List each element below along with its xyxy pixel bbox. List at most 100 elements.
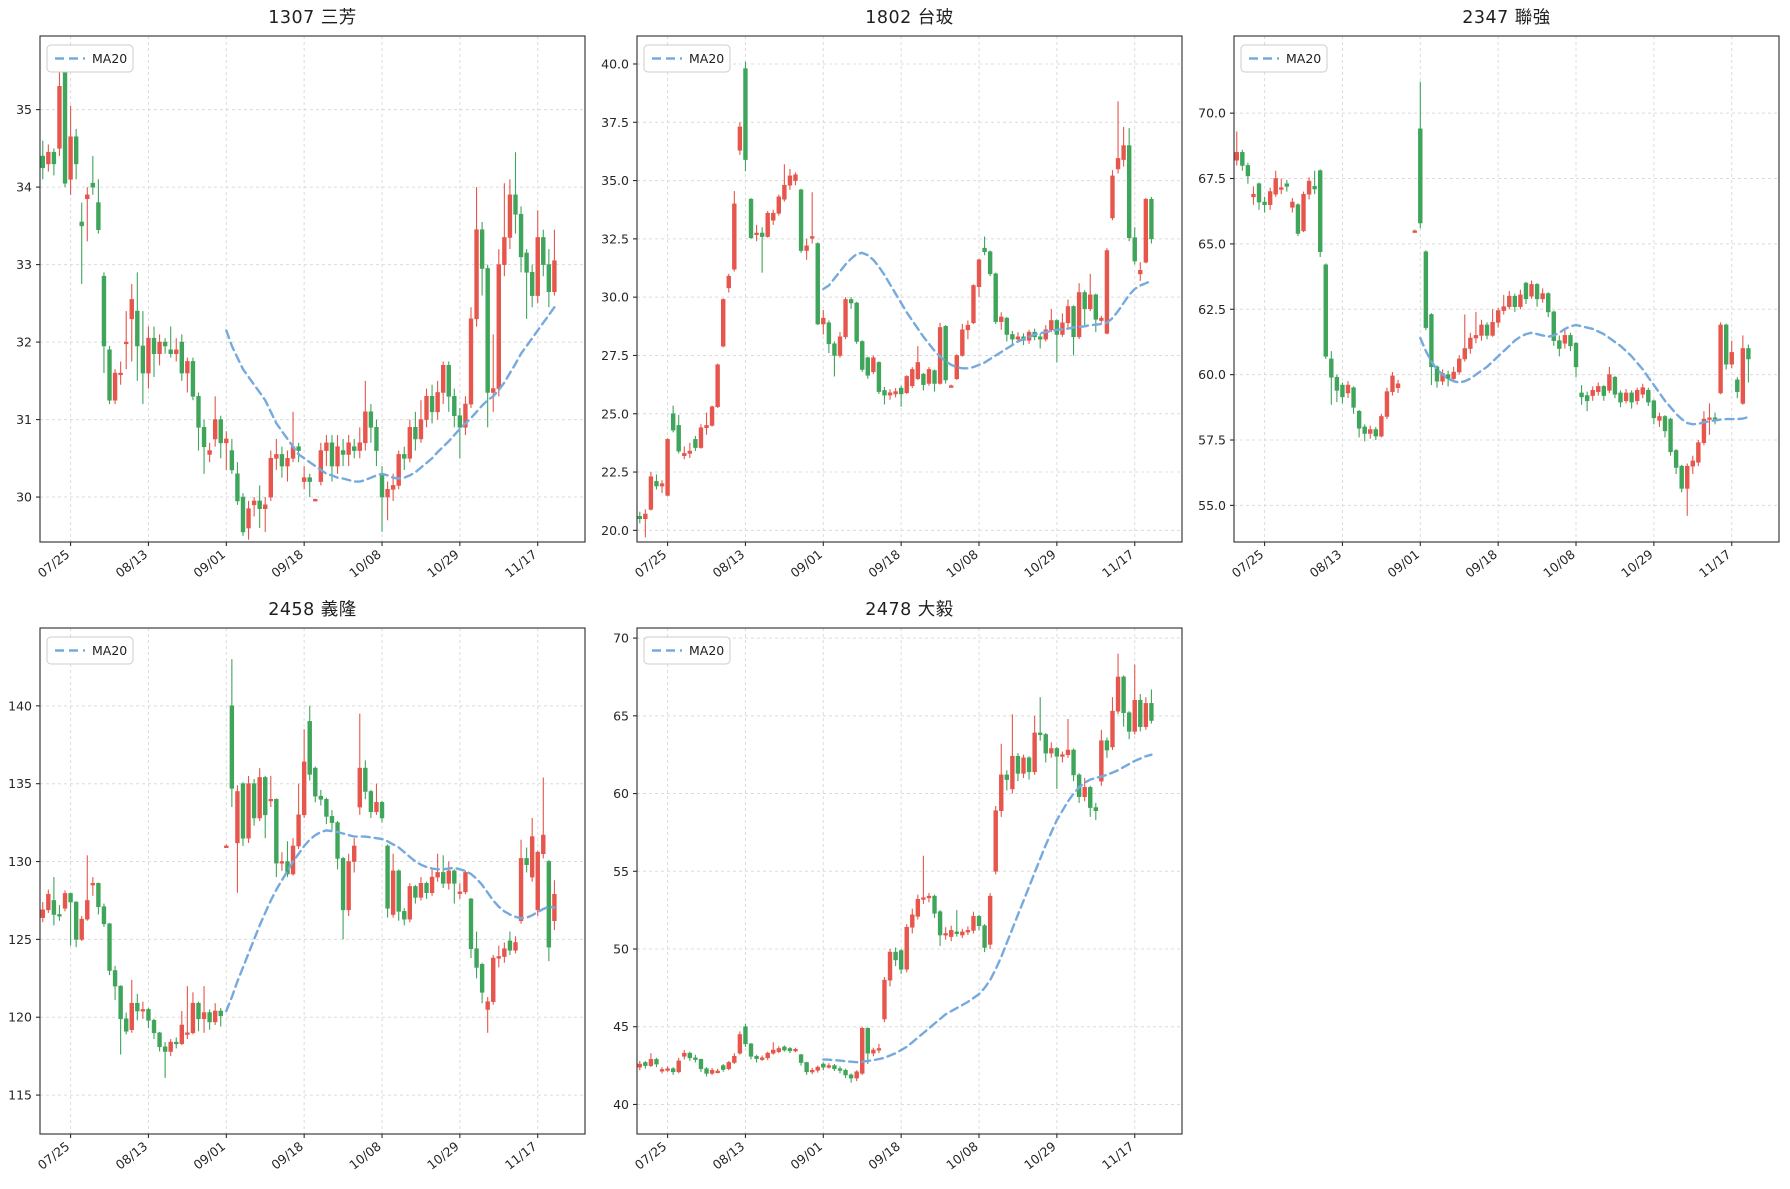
y-axis-tick-label: 65.0	[1198, 236, 1226, 251]
candle-body	[898, 387, 904, 395]
candle-body	[1015, 336, 1021, 340]
candle-body	[643, 1062, 648, 1066]
ma20-line	[225, 306, 556, 483]
plot-border	[39, 627, 586, 1135]
candle-body	[463, 403, 468, 428]
candle-body	[123, 341, 129, 345]
candle-body	[1037, 336, 1043, 340]
y-axis-tick-label: 130	[8, 854, 32, 869]
candle-body	[843, 299, 848, 338]
candle-body	[987, 251, 993, 275]
y-axis-tick-label: 57.5	[1198, 433, 1226, 448]
y-axis-tick-label: 37.5	[601, 115, 629, 130]
candle-body	[263, 777, 268, 816]
candle-body	[68, 136, 73, 180]
candle-body	[765, 1052, 770, 1059]
candle-body	[468, 318, 474, 405]
candle-body	[479, 229, 485, 269]
candle-body	[96, 202, 101, 231]
y-axis-tick-label: 34	[16, 180, 32, 195]
candle-body	[1351, 387, 1356, 408]
candle-body	[1284, 183, 1290, 187]
candle-body	[720, 299, 726, 347]
candle-body	[826, 322, 832, 345]
x-axis-tick-label: 09/18	[1462, 547, 1500, 581]
candle-body	[507, 194, 513, 238]
candle-body	[759, 232, 765, 237]
y-axis-tick-label: 25.0	[601, 406, 629, 421]
candle-body	[848, 299, 854, 304]
candle-body	[976, 259, 982, 287]
candle-body	[1088, 294, 1093, 310]
candle-body	[882, 979, 887, 1020]
candle-body	[290, 845, 296, 875]
candle-body	[402, 911, 407, 920]
legend-label: MA20	[689, 51, 724, 66]
ma20-line	[1419, 323, 1750, 426]
legend-box	[46, 636, 134, 665]
candle-body	[502, 948, 507, 957]
candle-body	[1679, 465, 1684, 489]
y-axis-tick-label: 35.0	[601, 173, 629, 188]
candle-body	[51, 151, 57, 165]
plot-border	[39, 35, 586, 543]
candle-body	[502, 237, 507, 265]
candle-body	[1026, 757, 1032, 773]
y-axis-tick-label: 27.5	[601, 348, 629, 363]
candle-body	[1082, 292, 1087, 310]
candle-body	[101, 275, 107, 347]
candle-body	[1523, 282, 1529, 300]
candle-body	[698, 427, 704, 448]
x-axis-tick-label: 11/17	[502, 547, 540, 581]
candle-body	[357, 767, 362, 808]
candle-body	[363, 767, 368, 792]
candle-body	[776, 1048, 782, 1052]
candle-body	[546, 861, 552, 948]
candle-body	[146, 337, 151, 374]
candle-body	[771, 1049, 776, 1054]
y-axis-tick-label: 30	[16, 490, 32, 505]
candle-body	[832, 1065, 837, 1070]
candlestick-chart-1802: 20.0 22.5 25.0 27.5 30.0 32.5 35.0 37.5 40.0 07/2…	[601, 35, 1183, 581]
candle-body	[1634, 390, 1640, 402]
candle-body	[865, 357, 870, 376]
candle-body	[1629, 392, 1634, 403]
candle-body	[726, 1062, 731, 1070]
candle-body	[976, 916, 982, 926]
candle-body	[51, 900, 57, 915]
candle-body	[212, 1010, 218, 1023]
candle-body	[965, 930, 971, 933]
candle-body	[479, 963, 485, 993]
candle-body	[1696, 442, 1701, 463]
plot-background	[637, 36, 1182, 542]
candle-body	[196, 396, 201, 428]
legend-box	[1240, 44, 1328, 73]
candle-body	[698, 1059, 704, 1070]
candle-body	[1646, 390, 1651, 403]
legend-label: MA20	[689, 643, 724, 658]
candle-body	[107, 349, 112, 401]
candle-body	[826, 1065, 832, 1068]
candle-body	[926, 895, 932, 899]
candle-body	[379, 473, 385, 498]
legend: MA20	[46, 44, 134, 73]
x-axis-tick-label: 11/17	[1696, 547, 1734, 581]
candle-body	[424, 883, 429, 893]
candle-body	[682, 1052, 687, 1057]
candle-body	[999, 774, 1004, 811]
candle-body	[201, 1012, 207, 1020]
chart-title-2458: 2458 義隆	[268, 600, 357, 620]
candle-body	[235, 473, 240, 502]
candle-body	[1273, 178, 1278, 195]
candle-body	[1584, 395, 1590, 402]
candle-body	[413, 427, 418, 440]
y-axis-tick-label: 70.0	[1198, 106, 1226, 121]
candle-body	[1701, 418, 1707, 443]
candle-body	[1612, 376, 1618, 395]
candle-body	[79, 918, 84, 940]
candle-body	[440, 872, 446, 884]
y-axis-tick-label: 67.5	[1198, 171, 1226, 186]
candle-body	[1590, 390, 1595, 396]
candle-body	[860, 341, 865, 370]
candle-body	[793, 174, 798, 181]
